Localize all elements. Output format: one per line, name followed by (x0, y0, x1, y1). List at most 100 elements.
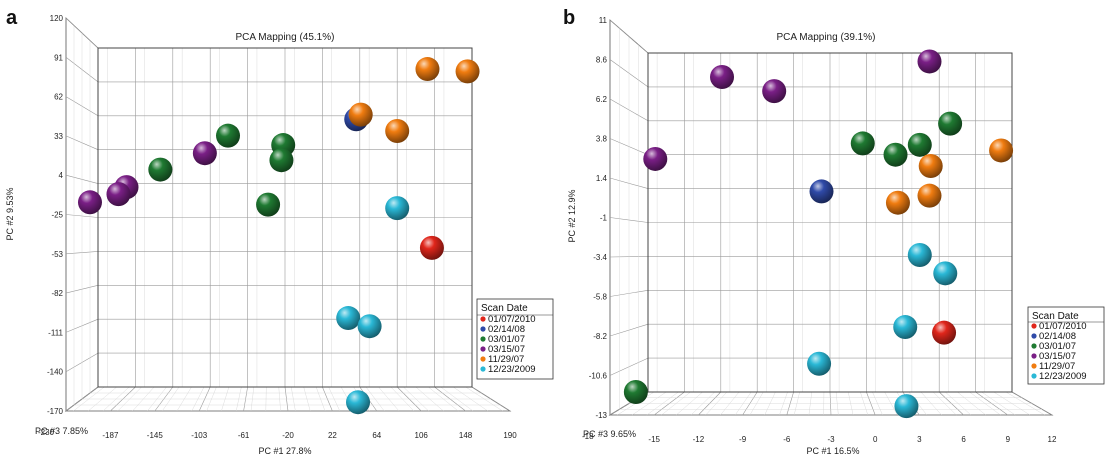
panel-b-legend-box (1027, 306, 1105, 385)
panel-b-x-tick-label: -6 (783, 435, 791, 444)
panel-b-x-tick-label: -15 (648, 435, 660, 444)
panel-a-x-tick-label: -230 (38, 428, 55, 437)
data-point-12-23-2009 (893, 315, 918, 340)
panel-b-z-axis-label: PC #3 9.65% (583, 429, 636, 439)
data-point-11-29-07 (385, 118, 410, 143)
legend-swatch-03-15-07 (1031, 353, 1037, 359)
data-point-12-23-2009 (894, 394, 919, 419)
legend-entry-12-23-2009: 12/23/2009 (488, 364, 536, 375)
panel-b-back-wall (647, 52, 1013, 393)
panel-a-back-wall (97, 47, 473, 388)
panel-b-y-tick-label: 1.4 (596, 174, 608, 183)
panel-b-y-tick-label: -1 (600, 214, 608, 223)
data-point-03-15-07 (77, 190, 102, 215)
panel-b-x-axis-label: PC #1 16.5% (806, 446, 859, 456)
data-point-03-01-07 (216, 123, 241, 148)
panel-a-y-tick-label: -170 (47, 407, 64, 416)
legend-swatch-02-14-08 (480, 326, 486, 332)
data-point-12-23-2009 (933, 261, 958, 286)
panel-a-y-tick-label: -111 (48, 328, 63, 337)
panel-a-x-tick-label: 148 (459, 431, 473, 440)
panel-b-x-tick-label: 0 (873, 435, 878, 444)
data-point-12-23-2009 (385, 196, 410, 221)
legend-entry-03-15-07: 03/15/07 (488, 344, 525, 355)
legend-entry-03-15-07: 03/15/07 (1039, 351, 1076, 362)
panel-a-y-tick-label: 33 (54, 132, 63, 141)
panel-b-points (623, 49, 1014, 419)
panel-a-y-tick-label: 120 (50, 14, 64, 23)
panel-a-x-tick-label: -145 (147, 431, 164, 440)
panel-a-y-tick-label: 91 (54, 53, 63, 62)
panel-b-grid (609, 19, 1053, 416)
legend-entry-12-23-2009: 12/23/2009 (1039, 371, 1087, 382)
panel-b-title: PCA Mapping (39.1%) (777, 32, 876, 43)
panel-b-x-tick-label: -9 (739, 435, 747, 444)
data-point-11-29-07 (989, 138, 1014, 163)
data-point-12-23-2009 (907, 242, 932, 267)
panel-b-legend-entries: 01/07/201002/14/0803/01/0703/15/0711/29/… (1031, 321, 1087, 382)
panel-b-y-tick-label: -13 (595, 411, 607, 420)
panel-b-x-tick-label: 9 (1006, 435, 1011, 444)
panel-b-y-tick-label: -3.4 (593, 253, 607, 262)
data-point-12-23-2009 (357, 314, 382, 339)
panel-a-legend-title: Scan Date (481, 303, 528, 314)
data-point-11-29-07 (917, 183, 942, 208)
data-point-12-23-2009 (346, 390, 371, 415)
panel-a-z-axis-label: PC #3 7.85% (35, 426, 88, 436)
panel-b-y-tick-label: 11 (599, 16, 608, 25)
panel-a-y-tick-label: 62 (54, 93, 63, 102)
panel-a-y-tick-label: -82 (51, 289, 63, 298)
data-point-03-15-07 (762, 79, 787, 104)
data-point-11-29-07 (918, 154, 943, 178)
panel-a-x-tick-label: 190 (503, 431, 517, 440)
panel-b-x-ticks: -18 -15 -12 -9 -6 -3 0 3 6 9 12 (582, 432, 1057, 444)
data-point-11-29-07 (415, 57, 440, 82)
panel-b-y-ticks: 11 8.6 6.2 3.8 1.4 -1 -3.4 -5.8 -8.2 -10.6 -13 (589, 16, 608, 420)
panel-a-y-tick-label: -140 (47, 368, 64, 377)
legend-entry-11-29-07: 11/29/07 (488, 354, 524, 365)
data-point-03-01-07 (148, 157, 173, 182)
panel-b-x-tick-label: -3 (827, 435, 835, 444)
panel-b-label: b (563, 7, 575, 29)
panel-a-x-tick-label: -61 (238, 431, 250, 440)
data-point-11-29-07 (455, 59, 480, 84)
panel-b-x-tick-label: -12 (693, 435, 705, 444)
panel-b-legend-title: Scan Date (1032, 311, 1079, 322)
panel-a-y-tick-label: 4 (59, 171, 64, 180)
panel-b-x-tick-label: 12 (1048, 435, 1057, 444)
legend-swatch-12-23-2009 (1031, 373, 1037, 379)
data-point-03-01-07 (269, 148, 294, 173)
panel-b-x-tick-label: 3 (917, 435, 922, 444)
panel-a-x-tick-label: 106 (415, 431, 429, 440)
data-point-03-15-07 (643, 146, 668, 171)
legend-entry-03-01-07: 03/01/07 (488, 334, 525, 345)
data-point-11-29-07 (348, 102, 373, 127)
legend-entry-01-07-2010: 01/07/2010 (1039, 321, 1087, 332)
panel-a: a PCA Mapping (45.1%) 120 91 62 33 4 -25 -53 -8… (5, 7, 554, 456)
panel-a-x-tick-label: 64 (372, 431, 381, 440)
data-point-03-01-07 (623, 380, 648, 404)
panel-a-x-axis-label: PC #1 27.8% (258, 446, 311, 456)
panel-b-y-tick-label: -8.2 (593, 332, 607, 341)
data-point-03-01-07 (256, 192, 281, 217)
panel-a-y-tick-label: -25 (51, 211, 63, 220)
panel-a-label: a (6, 7, 18, 29)
data-point-01-07-2010 (419, 235, 444, 260)
legend-swatch-12-23-2009 (480, 366, 486, 372)
panel-a-x-ticks: -230 -187 -145 -103 -61 -20 22 64 106 148 190 (38, 428, 517, 440)
data-point-03-01-07 (938, 111, 963, 136)
panel-a-grid (65, 17, 511, 412)
panel-b-x-tick-label: 6 (961, 435, 966, 444)
panel-b-y-tick-label: 8.6 (596, 56, 608, 65)
panel-a-x-tick-label: -20 (282, 431, 294, 440)
panel-a-x-tick-label: -103 (191, 431, 208, 440)
legend-entry-01-07-2010: 01/07/2010 (488, 314, 536, 325)
panel-a-y-ticks: 120 91 62 33 4 -25 -53 -82 -111 -140 -170 (47, 14, 64, 416)
panel-b-y-axis-label: PC #2 12.9% (567, 189, 577, 242)
data-point-03-01-07 (907, 132, 932, 157)
panel-b-y-tick-label: -10.6 (589, 372, 608, 381)
panel-b-y-tick-label: 3.8 (596, 135, 608, 144)
legend-entry-11-29-07: 11/29/07 (1039, 361, 1075, 372)
panel-a-x-tick-label: -187 (102, 431, 119, 440)
